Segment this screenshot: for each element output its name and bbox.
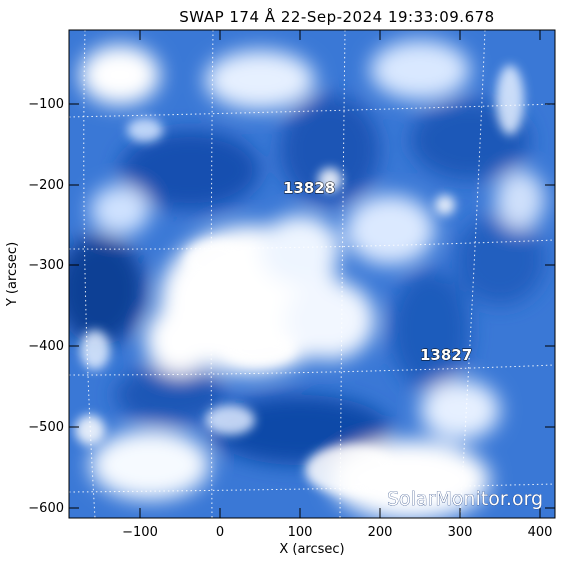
y-tick-label: −200 <box>28 178 64 193</box>
swap-euv-image <box>69 30 555 518</box>
image-title: SWAP 174 Å 22-Sep-2024 19:33:09.678 <box>179 7 494 26</box>
x-tick-label: 100 <box>288 525 313 540</box>
active-region-label: 13828 <box>283 179 335 197</box>
x-tick-label: 400 <box>528 525 553 540</box>
coordinate-grid <box>69 30 555 518</box>
y-tick-labels: −100 −200 −300 −400 −500 −600 <box>28 97 64 516</box>
x-tick-label: 300 <box>448 525 473 540</box>
plot-frame <box>68 29 556 519</box>
x-axis-label: X (arcsec) <box>279 542 344 557</box>
tick-marks <box>69 30 555 518</box>
active-region-label: 13827 <box>420 346 472 364</box>
y-axis-label: Y (arcsec) <box>5 242 20 307</box>
watermark-logo: SolarMonitor.org <box>387 488 543 510</box>
x-tick-label: −100 <box>122 525 158 540</box>
x-tick-labels: −100 0 100 200 300 400 <box>122 525 552 540</box>
y-tick-label: −100 <box>28 97 64 112</box>
x-tick-label: 200 <box>368 525 393 540</box>
x-tick-label: 0 <box>216 525 224 540</box>
y-tick-label: −600 <box>28 501 64 516</box>
y-tick-label: −400 <box>28 339 64 354</box>
y-tick-label: −300 <box>28 258 64 273</box>
y-tick-label: −500 <box>28 420 64 435</box>
